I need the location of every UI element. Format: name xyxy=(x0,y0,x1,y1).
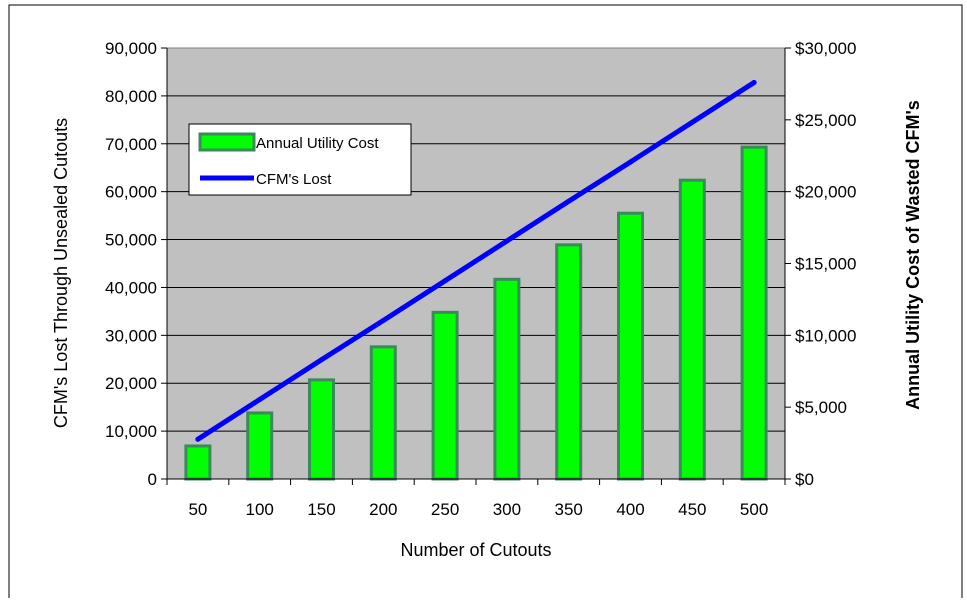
bar xyxy=(678,178,706,481)
line-path xyxy=(195,79,757,442)
x-tick-label: 250 xyxy=(431,500,459,519)
x-axis-title: Number of Cutouts xyxy=(400,540,551,560)
x-tick-label: 500 xyxy=(740,500,768,519)
left-tick-label: 60,000 xyxy=(105,183,157,202)
bar xyxy=(246,411,274,481)
left-axis-title: CFM's Lost Through Unsealed Cutouts xyxy=(51,118,71,428)
right-tick-label: $5,000 xyxy=(795,398,847,417)
bar xyxy=(617,211,644,481)
x-tick-label: 150 xyxy=(307,500,335,519)
line-point xyxy=(689,119,695,125)
bar xyxy=(431,310,459,481)
left-tick-label: 20,000 xyxy=(105,374,157,393)
left-tick-label: 40,000 xyxy=(105,278,157,297)
line-point xyxy=(380,317,386,323)
legend: Annual Utility Cost CFM's Lost xyxy=(188,123,412,196)
left-tick-label: 10,000 xyxy=(105,422,157,441)
right-axis: $0 $5,000 $10,000 $15,000 $20,000 $25,000 $30,… xyxy=(784,39,856,489)
left-tick-label: 90,000 xyxy=(105,39,157,58)
left-axis: 0 10,000 20,000 30,000 40,000 50,000 60,000 70,… xyxy=(105,39,168,489)
line-series xyxy=(195,79,757,442)
x-tick-label: 50 xyxy=(188,500,207,519)
right-axis-title: Annual Utility Cost of Wasted CFM's xyxy=(903,100,923,410)
x-tick-label: 400 xyxy=(616,500,644,519)
x-axis: 50 100 150 200 250 300 350 400 450 500 xyxy=(166,478,786,519)
left-tick-label: 0 xyxy=(148,470,157,489)
line-point xyxy=(442,278,448,284)
right-tick-label: $20,000 xyxy=(795,183,856,202)
right-tick-label: $15,000 xyxy=(795,255,856,274)
line-point xyxy=(566,198,572,204)
chart-border xyxy=(8,4,963,598)
x-tick-label: 200 xyxy=(369,500,397,519)
line-point xyxy=(504,238,510,244)
right-tick-label: $30,000 xyxy=(795,39,856,58)
x-tick-label: 300 xyxy=(493,500,521,519)
left-tick-label: 50,000 xyxy=(105,231,157,250)
line-point xyxy=(195,436,201,442)
left-tick-label: 70,000 xyxy=(105,135,157,154)
line-point xyxy=(319,357,324,363)
line-point xyxy=(751,79,757,85)
legend-swatch-annual-utility-cost xyxy=(198,132,256,152)
bar xyxy=(493,277,521,481)
bar xyxy=(369,345,397,481)
left-tick-label: 80,000 xyxy=(105,87,157,106)
x-tick-label: 100 xyxy=(246,500,274,519)
left-tick-label: 30,000 xyxy=(105,326,157,345)
line-point xyxy=(257,397,263,403)
x-tick-label: 450 xyxy=(678,500,706,519)
bar xyxy=(184,444,212,481)
right-tick-label: $25,000 xyxy=(795,111,856,130)
bar xyxy=(740,145,768,481)
right-tick-label: $10,000 xyxy=(795,326,856,345)
right-tick-label: $0 xyxy=(795,470,814,489)
bar xyxy=(555,243,583,481)
legend-label-annual-utility-cost: Annual Utility Cost xyxy=(256,135,379,152)
line-point xyxy=(628,159,633,165)
x-tick-label: 350 xyxy=(555,500,583,519)
legend-label-cfms-lost: CFM's Lost xyxy=(256,171,332,188)
bar xyxy=(308,378,335,481)
bar-series xyxy=(184,145,768,481)
